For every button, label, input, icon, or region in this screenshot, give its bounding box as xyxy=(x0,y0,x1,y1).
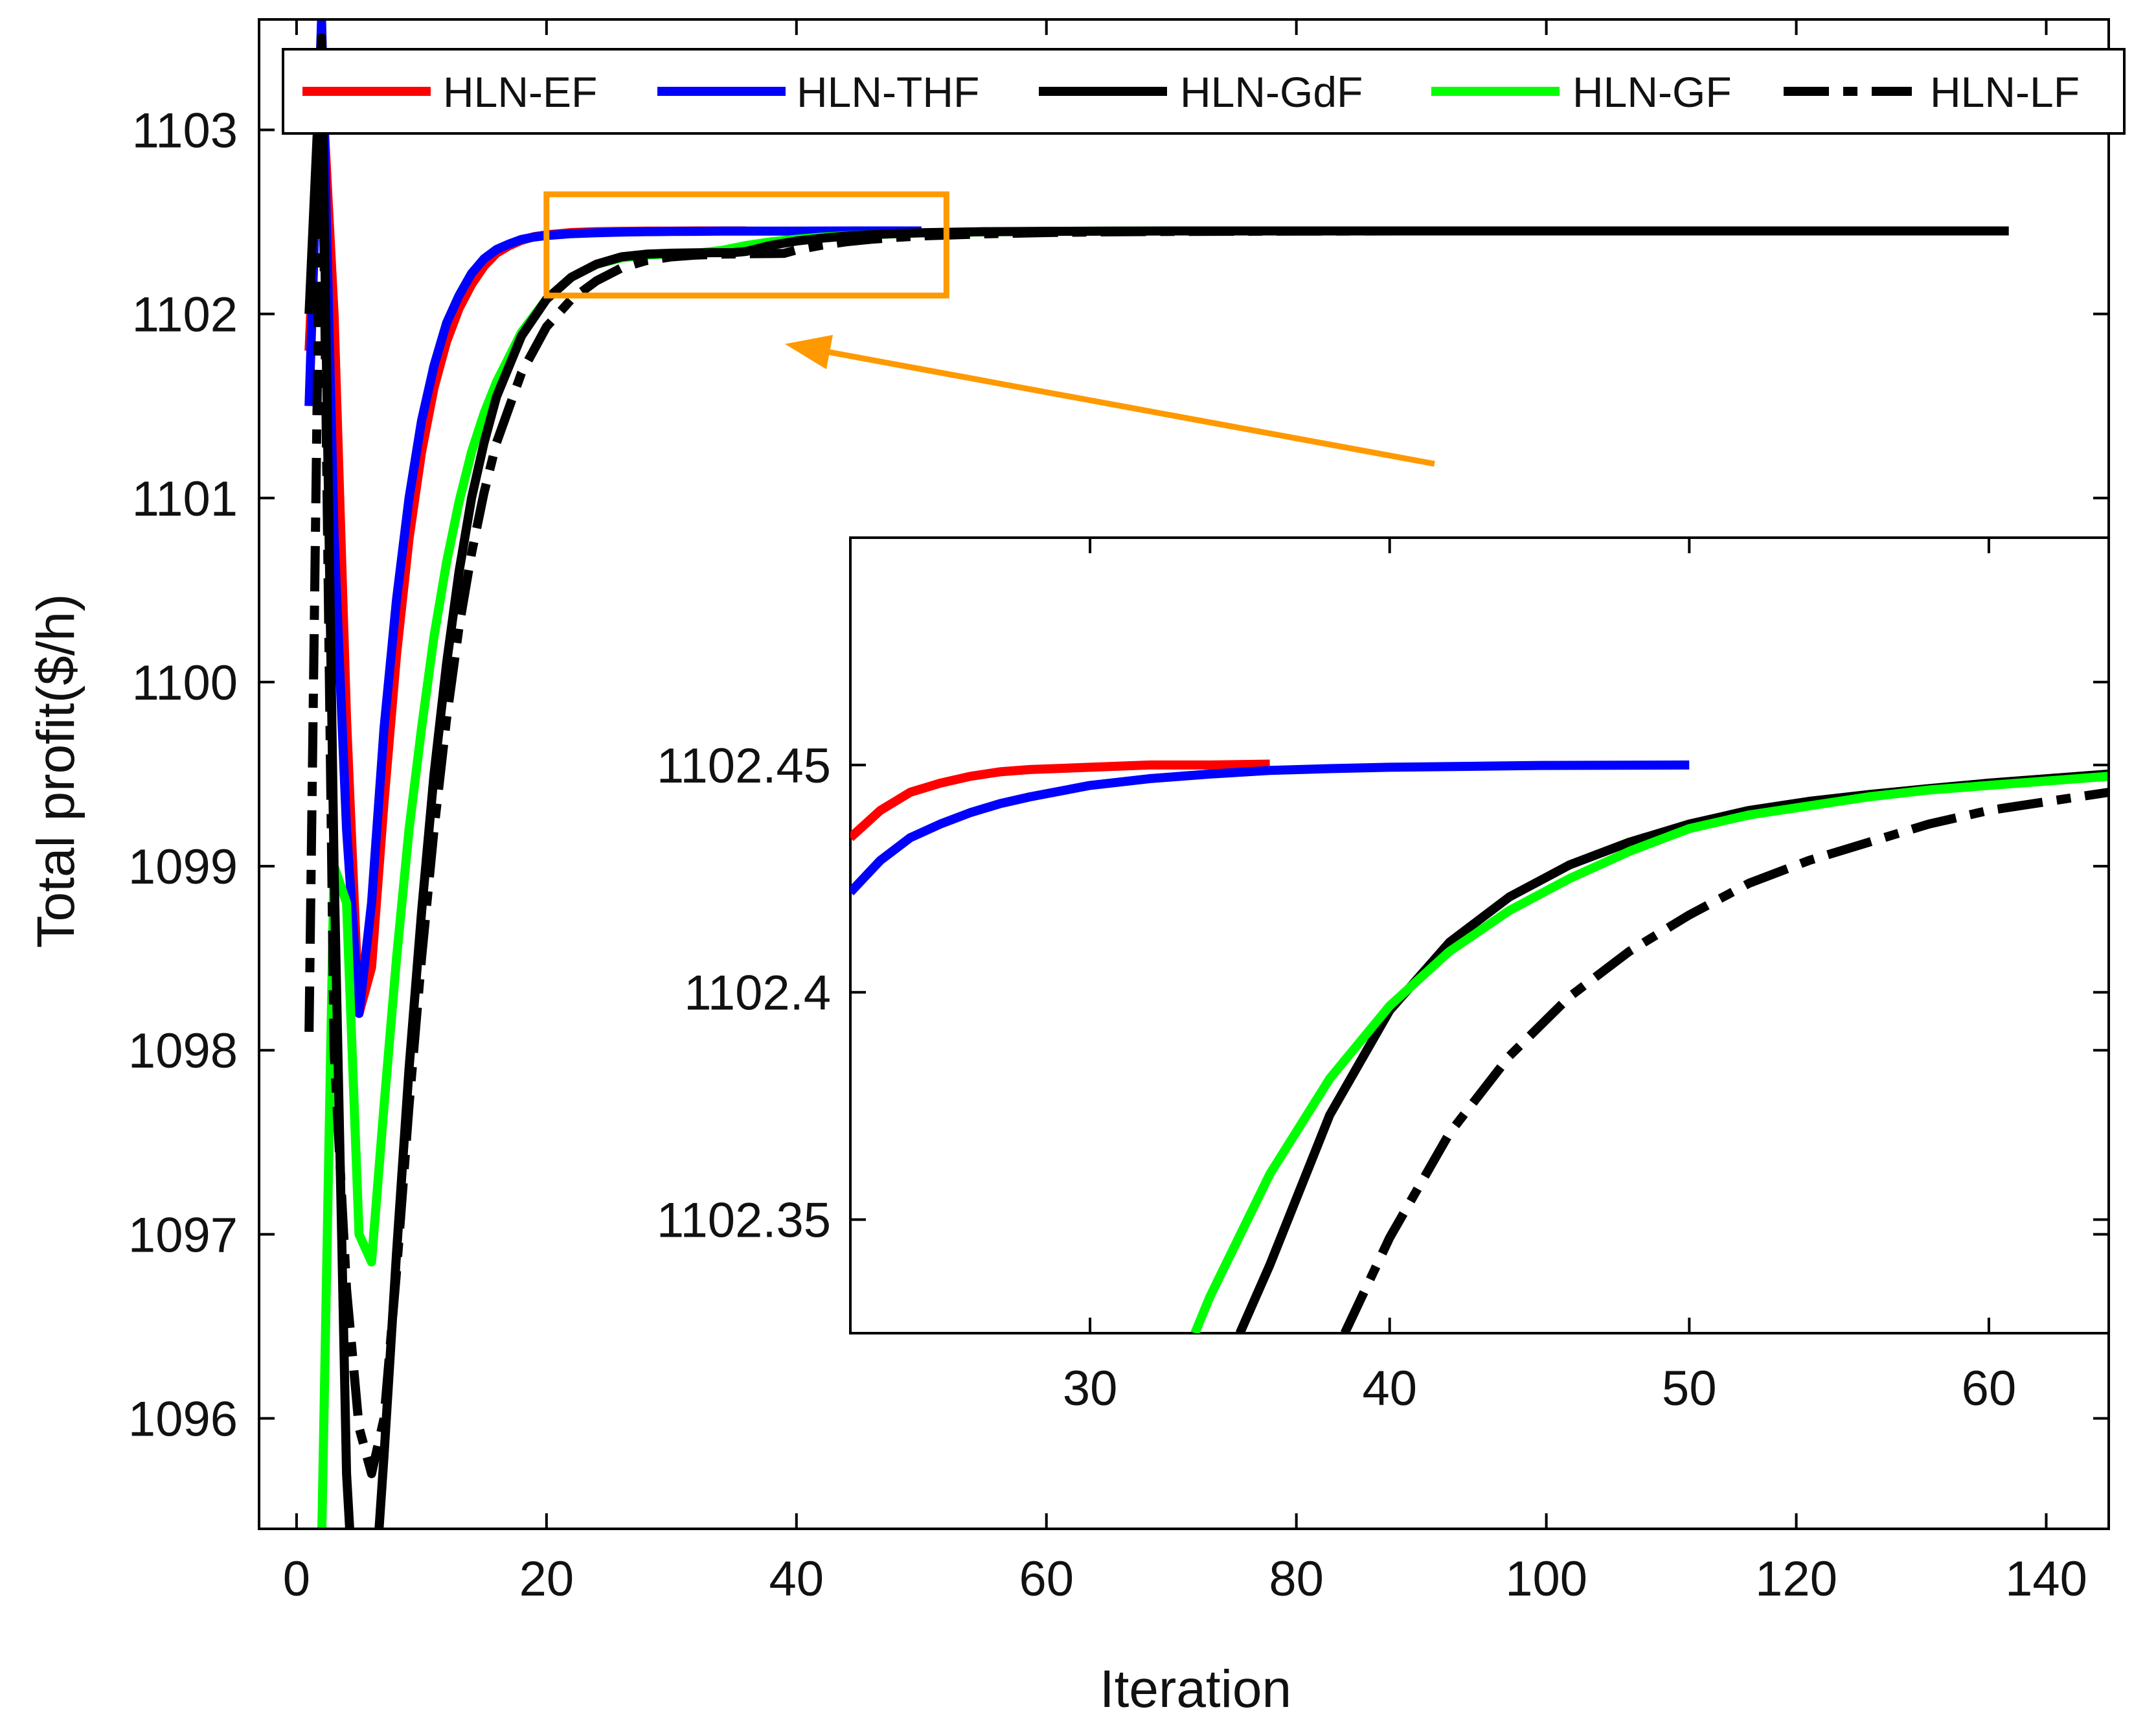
inset-x-tick-label: 30 xyxy=(1063,1361,1118,1416)
inset-axes: 30 40 50 60 1102.35 1102.4 1102.45 xyxy=(657,538,2109,1416)
series-line-hln-thf xyxy=(850,760,1690,896)
legend-label-hln-lf: HLN-LF xyxy=(1930,68,2080,116)
inset-x-tick-label: 50 xyxy=(1662,1361,1717,1416)
zoom-arrow-shaft xyxy=(809,345,1435,467)
inset-y-tick-label: 1102.45 xyxy=(657,739,831,794)
main-y-tick-label: 1099 xyxy=(128,840,238,895)
inset-y-tick-label: 1102.4 xyxy=(684,966,831,1021)
legend-label-hln-gf: HLN-GF xyxy=(1572,68,1732,116)
main-x-tick-label: 80 xyxy=(1269,1552,1324,1607)
legend-label-hln-ef: HLN-EF xyxy=(443,68,597,116)
main-y-tick-label: 1100 xyxy=(132,656,238,711)
main-x-tick-label: 120 xyxy=(1755,1552,1837,1607)
main-x-tick-label: 0 xyxy=(283,1552,310,1607)
main-x-tick-label: 40 xyxy=(769,1552,824,1607)
main-y-tick-label: 1102 xyxy=(132,288,238,343)
inset-series-group xyxy=(850,759,2109,1333)
zoom-box xyxy=(543,191,949,299)
x-axis-title: Iteration xyxy=(1100,1660,1291,1719)
inset-y-tick-label: 1102.35 xyxy=(657,1193,831,1248)
inset-x-tick-label: 40 xyxy=(1362,1361,1417,1416)
main-x-tick-label: 140 xyxy=(2005,1552,2087,1607)
series-line-hln-gf xyxy=(1190,772,2109,1333)
y-axis-title: Total profit($/h) xyxy=(27,594,85,948)
zoom-arrow-head xyxy=(785,335,833,369)
main-y-tick-label: 1096 xyxy=(128,1392,238,1447)
axes-frame xyxy=(258,18,2110,1530)
main-y-tick-label: 1101 xyxy=(132,472,238,527)
series-line-hln-ef xyxy=(850,759,1270,842)
series-line-hln-thf xyxy=(304,19,922,1018)
legend: HLN-EF HLN-THF HLN-GdF HLN-GF HLN-LF xyxy=(282,48,2126,135)
main-x-tick-label: 60 xyxy=(1019,1552,1074,1607)
main-x-tick-label: 20 xyxy=(519,1552,574,1607)
main-x-tick-label: 100 xyxy=(1505,1552,1587,1607)
legend-label-hln-gdf: HLN-GdF xyxy=(1180,68,1363,116)
main-series-group xyxy=(304,19,2009,1529)
series-line-hln-lf xyxy=(1340,788,2109,1333)
main-y-tick-label: 1098 xyxy=(128,1024,238,1079)
main-axes: 0 20 40 60 80 100 120 140 1096 1097 1098 1099 1100 11… xyxy=(128,19,2109,1607)
zoom-arrow xyxy=(785,335,1435,467)
main-y-tick-label: 1097 xyxy=(128,1208,238,1263)
legend-label-hln-thf: HLN-THF xyxy=(797,68,979,116)
inset-x-tick-label: 60 xyxy=(1962,1361,2017,1416)
main-y-tick-label: 1103 xyxy=(132,103,238,158)
series-line-hln-lf xyxy=(304,51,2009,1478)
